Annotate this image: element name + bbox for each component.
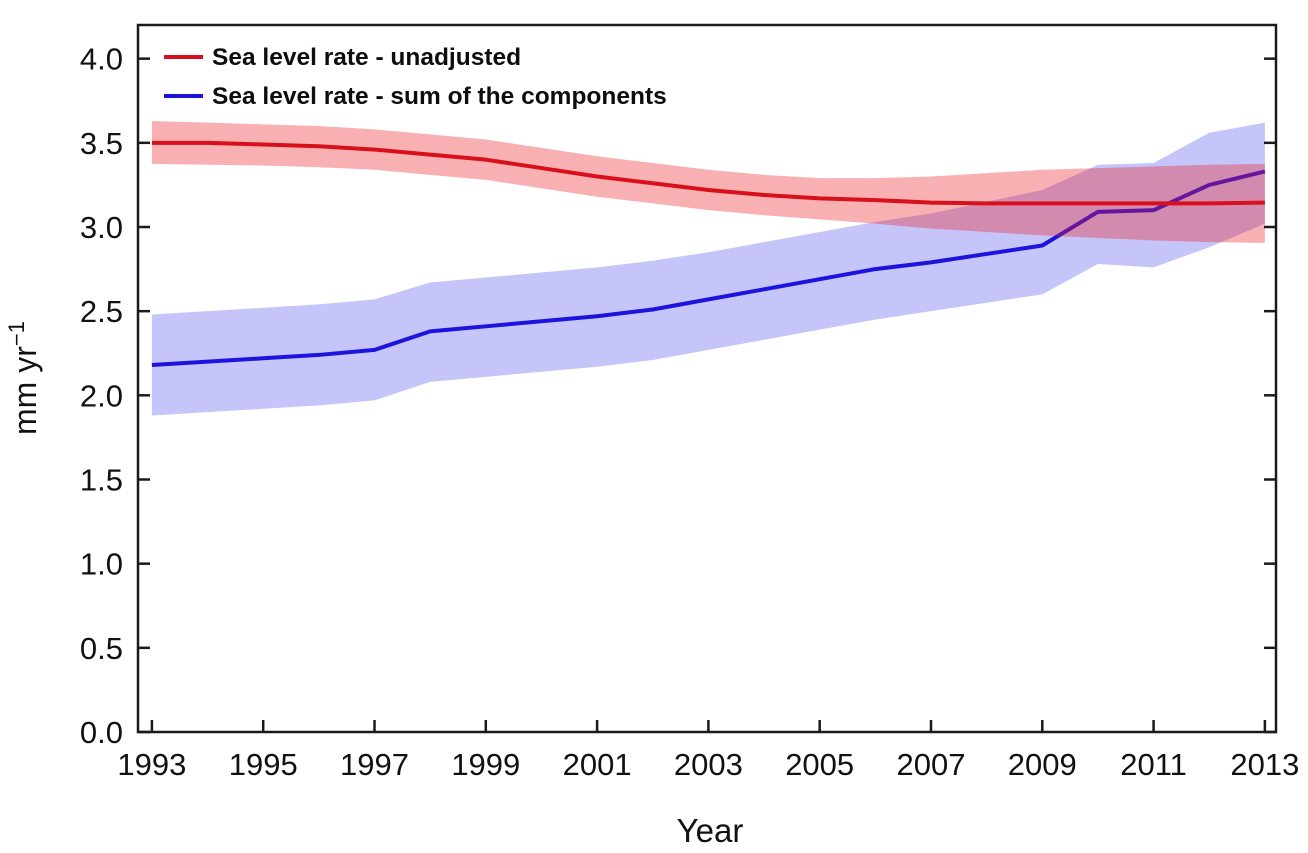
y-axis-unit: mm yr <box>7 346 43 435</box>
x-axis-title: Year <box>677 812 744 849</box>
y-axis-unit-exponent: −1 <box>4 321 29 346</box>
x-tick-label: 2005 <box>785 747 854 782</box>
y-tick-label: 3.0 <box>80 210 123 245</box>
y-tick-label: 1.0 <box>80 547 123 582</box>
legend: Sea level rate - unadjusted Sea level ra… <box>164 44 667 110</box>
x-tick-label: 2009 <box>1008 747 1077 782</box>
confidence-band-sum-of-components <box>151 122 1265 416</box>
x-tick-label: 1995 <box>229 747 298 782</box>
x-tick-label: 2011 <box>1120 747 1187 782</box>
y-tick-label: 4.0 <box>80 42 123 77</box>
legend-label-sum-of-components: Sea level rate - sum of the components <box>212 83 667 110</box>
x-tick-label: 2003 <box>674 747 743 782</box>
x-tick-label: 2007 <box>896 747 965 782</box>
axis-ticks: 1993 1995 1997 1999 2001 2003 2005 2007 2009 2011… <box>80 42 1299 782</box>
plot-area-border <box>136 23 1278 734</box>
y-tick-label: 2.0 <box>80 378 123 413</box>
legend-item-unadjusted: Sea level rate - unadjusted <box>164 44 521 71</box>
y-tick-label: 2.5 <box>80 294 123 329</box>
series-line-unadjusted <box>151 140 1265 206</box>
y-tick-label: 1.5 <box>80 463 123 498</box>
x-tick-label: 1997 <box>340 747 409 782</box>
legend-item-sum-of-components: Sea level rate - sum of the components <box>164 83 667 110</box>
x-tick-label: 2001 <box>563 747 632 782</box>
confidence-band-unadjusted <box>151 120 1265 243</box>
x-tick-label: 1999 <box>451 747 520 782</box>
y-tick-label: 0.5 <box>80 631 123 666</box>
y-tick-label: 3.5 <box>80 126 123 161</box>
x-tick-label: 2013 <box>1230 747 1299 782</box>
x-tick-label: 1993 <box>117 747 186 782</box>
series-layer <box>151 120 1266 416</box>
y-axis-title: mm yr−1 <box>4 321 43 435</box>
series-line-sum-of-components <box>151 169 1266 368</box>
legend-label-unadjusted: Sea level rate - unadjusted <box>212 44 521 71</box>
y-tick-label: 0.0 <box>80 715 123 750</box>
